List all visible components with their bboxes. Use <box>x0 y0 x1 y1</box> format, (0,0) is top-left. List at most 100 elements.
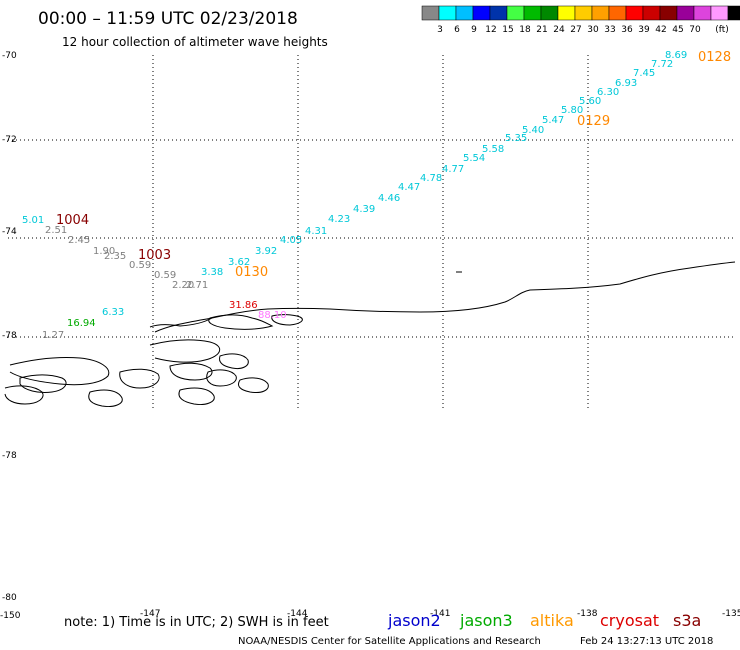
x-tick-label: -135 <box>722 609 740 619</box>
track-time-label: 1004 <box>56 213 89 228</box>
colorbar-swatch <box>710 5 729 21</box>
colorbar-swatch <box>540 5 559 21</box>
colorbar-label: 6 <box>454 25 460 35</box>
colorbar: 3 6 9 12 15 18 21 24 27 30 33 36 39 42 45 70 (ft) <box>421 5 740 35</box>
colorbar-label: 33 <box>604 25 615 35</box>
x-tick-label: -150 <box>0 611 21 621</box>
x-tick-label: -141 <box>430 609 450 619</box>
chart-subtitle: 12 hour collection of altimeter wave hei… <box>62 35 328 49</box>
colorbar-swatch <box>625 5 644 21</box>
colorbar-label: 42 <box>655 25 666 35</box>
s3a-swh-label: 0.59 <box>154 270 176 281</box>
y-tick-label: -72 <box>2 135 17 145</box>
y-tick-label: -80 <box>2 593 17 603</box>
altika-swh-label: 3.62 <box>228 257 250 268</box>
s3a-swh-label: 2.51 <box>45 225 67 236</box>
s3a-swh-label: 2.35 <box>104 251 126 262</box>
altika-swh-label: 4.39 <box>353 204 375 215</box>
colorbar-swatch <box>472 5 491 21</box>
s3a-swh-label: 2.71 <box>186 280 208 291</box>
altika-swh-label: 5.58 <box>482 144 504 155</box>
coastline <box>4 261 736 407</box>
track-time-label: 0128 <box>698 50 731 65</box>
colorbar-swatch <box>438 5 457 21</box>
colorbar-unit: (ft) <box>715 25 729 35</box>
altika-swh-label: 4.31 <box>305 226 327 237</box>
y-tick-label: -78 <box>2 331 17 341</box>
footer-credit: NOAA/NESDIS Center for Satellite Applica… <box>238 636 541 647</box>
data-points: 3.38 3.62 3.924.054.314.234.394.464.474.78… <box>22 50 731 341</box>
altika-swh-label: 4.78 <box>420 173 442 184</box>
altika-swh-label: 4.77 <box>442 164 464 175</box>
chart-title: 00:00 – 11:59 UTC 02/23/2018 <box>38 9 298 29</box>
colorbar-label: 15 <box>502 25 513 35</box>
s3a-swh-label: 1.90 <box>93 246 115 257</box>
x-tick-label: -138 <box>577 609 598 619</box>
satellite-legend: jason2 jason3 altika cryosat s3a <box>387 611 701 630</box>
colorbar-label: 9 <box>471 25 477 35</box>
colorbar-swatch <box>608 5 627 21</box>
grid <box>8 55 735 408</box>
altika-swh-label: 5.60 <box>579 96 601 107</box>
track-time-label: 0129 <box>577 114 610 129</box>
legend-item-cryosat: cryosat <box>600 611 659 630</box>
altika-swh-label: 8.69 <box>665 50 687 61</box>
altika-swh-label: 4.23 <box>328 214 350 225</box>
altika-swh-label: 5.35 <box>505 133 527 144</box>
altika-swh-label: 5.54 <box>463 153 485 164</box>
colorbar-swatch <box>489 5 508 21</box>
footer-timestamp: Feb 24 13:27:13 UTC 2018 <box>580 636 713 647</box>
x-tick-label: -147 <box>140 609 160 619</box>
s3a-swh-label: 0.59 <box>129 260 151 271</box>
altika-swh-label: 3.38 <box>201 267 223 278</box>
colorbar-label: 45 <box>672 25 683 35</box>
x-tick-label: -144 <box>287 609 308 619</box>
legend-item-altika: altika <box>530 611 574 630</box>
s3a-swh-label: 88.10 <box>258 310 287 321</box>
colorbar-swatch <box>421 5 440 21</box>
altika-swh-label: 4.46 <box>378 193 400 204</box>
colorbar-label: 24 <box>553 25 565 35</box>
colorbar-label: 3 <box>437 25 443 35</box>
altika-swh-label: 5.40 <box>522 125 544 136</box>
altika-swh-label: 6.93 <box>615 78 637 89</box>
legend-item-jason2: jason2 <box>387 611 441 630</box>
altika-swh-label: 7.72 <box>651 59 673 70</box>
colorbar-label: 21 <box>536 25 547 35</box>
track-time-label: 1003 <box>138 248 171 263</box>
altika-swh-label: 4.47 <box>398 182 420 193</box>
s3a-swh-label: 1.27 <box>42 330 64 341</box>
altika-swh-label: 4.05 <box>280 235 302 246</box>
altika-swh-label: 6.30 <box>597 87 619 98</box>
colorbar-label: 18 <box>519 25 531 35</box>
colorbar-label: 39 <box>638 25 650 35</box>
axis-labels: -70 -72 -74 -78 -78 -80 -150 -147 -144 -141 -138 -1… <box>0 51 740 621</box>
colorbar-swatch <box>455 5 474 21</box>
colorbar-swatch <box>693 5 712 21</box>
altika-swh-label: 7.45 <box>633 68 655 79</box>
legend-item-s3a: s3a <box>673 611 701 630</box>
track-time-label: 0130 <box>235 265 268 280</box>
altika-swh-label: 5.47 <box>542 115 564 126</box>
colorbar-swatch <box>557 5 576 21</box>
altika-swh-label: 5.80 <box>561 105 583 116</box>
cryosat-swh-label: 31.86 <box>229 300 258 311</box>
y-tick-label: -78 <box>2 451 17 461</box>
s3a-swh-label: 6.33 <box>102 307 124 318</box>
colorbar-swatch <box>523 5 542 21</box>
footer-note: note: 1) Time is in UTC; 2) SWH is in fe… <box>64 615 329 630</box>
colorbar-label: 70 <box>689 25 701 35</box>
colorbar-swatch <box>506 5 525 21</box>
colorbar-swatch <box>727 5 740 21</box>
colorbar-swatch <box>676 5 695 21</box>
legend-item-jason3: jason3 <box>459 611 513 630</box>
s3a-swh-label: 2.20 <box>172 280 194 291</box>
colorbar-label: 30 <box>587 25 599 35</box>
altika-swh-label: 3.92 <box>255 246 277 257</box>
colorbar-label: 27 <box>570 25 581 35</box>
y-tick-label: -70 <box>2 51 17 61</box>
colorbar-swatch <box>642 5 661 21</box>
s3a-swh-label: 2.45 <box>68 235 90 246</box>
colorbar-swatch <box>659 5 678 21</box>
